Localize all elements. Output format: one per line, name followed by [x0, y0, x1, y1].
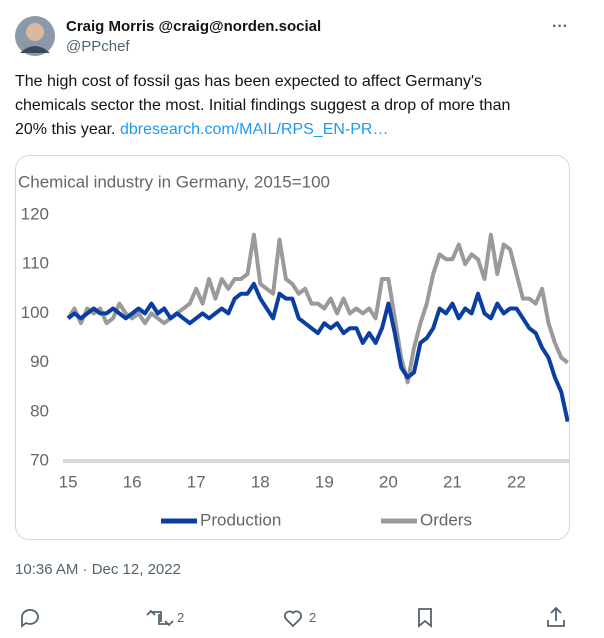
y-tick-label: 110 [22, 254, 49, 273]
x-tick-label: 19 [315, 472, 334, 491]
bookmark-icon[interactable] [418, 608, 432, 628]
repost-icon[interactable] [146, 609, 174, 627]
share-icon[interactable] [547, 606, 565, 627]
series-line [66, 232, 569, 385]
x-tick-label: 22 [507, 472, 526, 491]
like-icon[interactable] [284, 610, 302, 628]
y-tick-label: 90 [30, 352, 49, 371]
y-tick-label: 120 [21, 204, 49, 223]
more-menu[interactable]: ··· [552, 18, 568, 35]
action-bar [21, 606, 565, 628]
x-tick-label: 16 [123, 472, 142, 491]
x-tick-label: 17 [187, 472, 206, 491]
tweet-text: The high cost of fossil gas has been exp… [15, 70, 545, 142]
repost-count: 2 [177, 610, 185, 625]
x-tick-label: 20 [379, 472, 398, 491]
chart-title: Chemical industry in Germany, 2015=100 [18, 172, 330, 191]
author-handle[interactable]: @PPchef [66, 38, 130, 55]
x-tick-label: 18 [251, 472, 270, 491]
x-tick-label: 21 [443, 472, 462, 491]
y-tick-label: 100 [21, 303, 49, 322]
link[interactable]: dbresearch.com/MAIL/RPS_EN-PR… [119, 121, 389, 138]
legend-label: Orders [420, 510, 472, 529]
text: The high cost of fossil gas has been exp… [15, 73, 511, 138]
media-card[interactable]: Chemical industry in Germany, 2015=100 7… [15, 155, 570, 540]
y-tick-label: 70 [30, 450, 49, 469]
chart: Chemical industry in Germany, 2015=100 7… [18, 172, 569, 529]
timestamp[interactable]: 10:36 AM · Dec 12, 2022 [15, 561, 181, 578]
x-tick-label: 15 [59, 472, 78, 491]
avatar[interactable] [14, 15, 56, 57]
series-line [66, 281, 569, 423]
y-tick-label: 80 [30, 401, 49, 420]
legend-label: Production [200, 510, 281, 529]
author-name[interactable]: Craig Morris @craig@norden.social [66, 18, 322, 35]
like-count: 2 [309, 610, 317, 625]
reply-icon[interactable] [21, 609, 39, 628]
